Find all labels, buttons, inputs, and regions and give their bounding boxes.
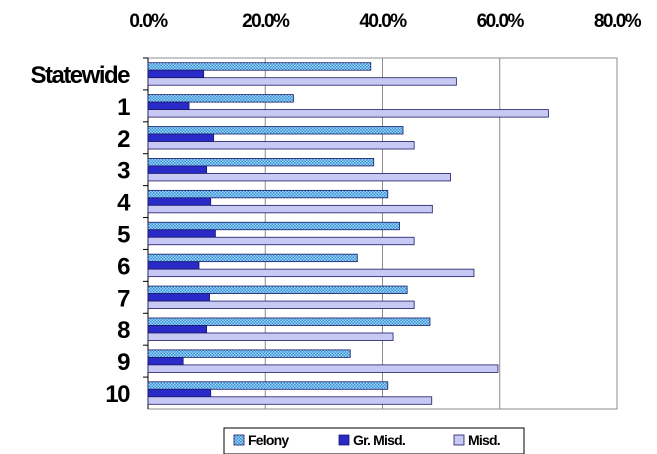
category-label: 9 [117, 349, 130, 376]
category-label: 3 [117, 158, 130, 185]
bar-felony [147, 349, 351, 358]
bar-misd [147, 364, 499, 373]
bar-felony [147, 317, 431, 326]
legend-label: Gr. Misd. [353, 432, 405, 448]
category-label: 4 [117, 190, 131, 217]
bar-gr-misd [147, 293, 210, 302]
bar-gr-misd [147, 165, 208, 174]
category-label: 2 [117, 126, 130, 153]
legend-swatch [453, 434, 465, 446]
bar-misd [147, 109, 549, 118]
category-label: 10 [105, 381, 130, 408]
x-axis-tick-labels: 0.0% 20.0% 40.0% 60.0% 80.0% [129, 11, 643, 32]
bar-felony [147, 62, 372, 71]
x-tick-label: 0.0% [129, 11, 168, 32]
bar-misd [147, 332, 394, 341]
bar-felony [147, 285, 408, 294]
legend-label: Misd. [468, 432, 500, 448]
category-label: 1 [117, 94, 130, 121]
bar-felony [147, 253, 358, 263]
category-label: Statewide [30, 62, 130, 89]
category-label: 7 [117, 285, 130, 312]
bar-misd [147, 236, 415, 246]
legend-swatch [338, 434, 350, 446]
legend-box [223, 427, 525, 454]
bar-felony [147, 221, 400, 231]
x-tick-label: 80.0% [594, 11, 642, 32]
bar-gr-misd [147, 69, 205, 79]
bar-felony [147, 381, 389, 390]
x-tick-label: 40.0% [359, 11, 407, 32]
legend-swatch [233, 434, 245, 446]
bar-gr-misd [147, 133, 215, 142]
x-tick-label: 20.0% [242, 11, 290, 32]
bar-gr-misd [147, 356, 184, 366]
x-tick-label: 60.0% [477, 11, 525, 32]
bar-felony [147, 94, 294, 103]
bar-gr-misd [147, 261, 200, 270]
bar-misd [147, 77, 457, 86]
bars [147, 62, 549, 405]
bar-gr-misd [147, 197, 212, 206]
bar-misd [147, 173, 451, 182]
legend-label: Felony [248, 432, 289, 448]
bar-misd [147, 141, 415, 150]
bar-felony [147, 126, 404, 135]
bar-felony [147, 158, 375, 167]
bar-misd [147, 396, 433, 405]
bar-gr-misd [147, 325, 208, 334]
legend: Felony Gr. Misd. Misd. [223, 427, 525, 454]
category-label: 8 [117, 317, 130, 344]
category-labels: Statewide 1 2 3 4 5 6 7 8 9 10 [30, 62, 132, 408]
bar-felony [147, 189, 389, 199]
bar-misd [147, 268, 475, 278]
bar-gr-misd [147, 388, 212, 398]
bar-misd [147, 204, 433, 214]
bar-gr-misd [147, 101, 190, 111]
bar-gr-misd [147, 229, 216, 238]
category-label: 6 [117, 253, 130, 280]
bar-misd [147, 300, 415, 309]
category-label: 5 [117, 222, 130, 249]
